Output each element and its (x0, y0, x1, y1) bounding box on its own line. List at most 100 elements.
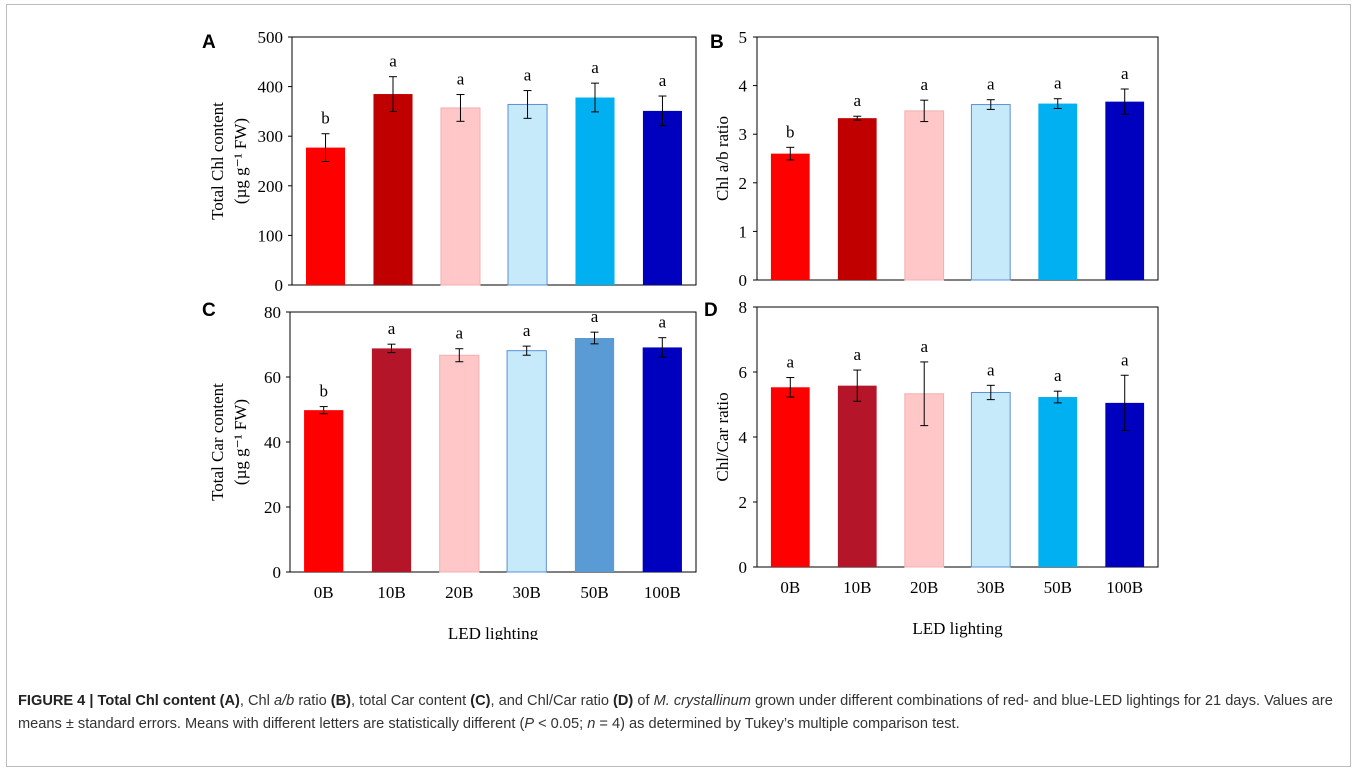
panel-c-xtick-label-30B: 30B (513, 583, 541, 602)
panel-a-sig-letter-30B: a (524, 66, 532, 85)
panel-b-sig-letter-100B: a (1121, 64, 1129, 83)
panel-d-sig-letter-20B: a (920, 337, 928, 356)
panel-letter-b: B (710, 32, 724, 53)
panel-c-ylabel-units: (µg g⁻¹ FW) (231, 399, 250, 485)
figure-caption: FIGURE 4 | Total Chl content (A), Chl a/… (18, 690, 1336, 736)
panel-c-sig-letter-50B: a (591, 307, 599, 326)
panel-a-ytick-label-3: 300 (258, 127, 284, 146)
panel-a-ytick-label-0: 0 (275, 276, 284, 295)
panel-c-sig-letter-30B: a (523, 321, 531, 340)
panel-d-xlabel: LED lighting (912, 619, 1003, 638)
panel-d-sig-letter-30B: a (987, 360, 995, 379)
panel-d-bar-10B (837, 385, 877, 567)
panel-c-xtick-label-20B: 20B (445, 583, 473, 602)
panel-d-ytick-label-0: 0 (739, 558, 748, 577)
panel-a-bar-20B (440, 107, 481, 286)
panel-d-sig-letter-100B: a (1121, 350, 1129, 369)
panel-c-ylabel: Total Car content (208, 383, 227, 501)
panel-d-sig-letter-0B: a (787, 353, 795, 372)
panel-c-bar-50B (574, 338, 615, 572)
panel-c-sig-letter-20B: a (456, 324, 464, 343)
caption-italic-ab: a/b (273, 693, 295, 709)
panel-d-bar-0B (770, 387, 810, 567)
caption-text-7: < 0.05; (534, 716, 588, 732)
panel-d-xtick-label-20B: 20B (910, 578, 938, 597)
panel-d-xtick-label-50B: 50B (1044, 578, 1072, 597)
panel-c-xtick-label-100B: 100B (644, 583, 681, 602)
panel-d-ytick-label-1: 2 (739, 493, 748, 512)
panel-d-ylabel: Chl/Car ratio (713, 392, 732, 481)
panel-a-sig-letter-10B: a (389, 52, 397, 71)
panel-d-ytick-label-4: 8 (739, 298, 748, 317)
panel-c-xtick-label-0B: 0B (314, 583, 334, 602)
panel-b-ytick-label-0: 0 (739, 271, 748, 290)
panel-c-sig-letter-10B: a (388, 319, 396, 338)
panel-a-ytick-label-1: 100 (258, 226, 284, 245)
panel-b-sig-letter-10B: a (853, 91, 861, 110)
panel-b-bar-10B (837, 118, 877, 280)
panel-letter-d: D (704, 300, 718, 321)
panel-b-sig-letter-30B: a (987, 75, 995, 94)
panel-letter-c: C (202, 300, 216, 321)
caption-italic-p: P (524, 716, 535, 732)
panel-c-xlabel: LED lighting (448, 624, 539, 640)
caption-figure-label: FIGURE 4 | Total Chl content (A) (18, 693, 240, 709)
panel-b-sig-letter-20B: a (920, 75, 928, 94)
panel-c-ytick-label-4: 80 (264, 303, 281, 322)
panel-c-sig-letter-0B: b (319, 382, 328, 401)
caption-text-3: , total Car content (351, 693, 471, 709)
panel-b-bar-0B (770, 153, 810, 280)
panel-d-bar-30B (970, 391, 1011, 568)
panel-b-ytick-label-3: 3 (739, 125, 748, 144)
panel-a: A 0 100 200 300 400 500 Total Chl content (µg g… (202, 28, 697, 295)
panel-a-sig-letter-0B: b (321, 109, 330, 128)
panel-c-ytick-label-2: 40 (264, 433, 281, 452)
caption-species: M. crystallinum (653, 693, 751, 709)
panel-d-xtick-label-100B: 100B (1106, 578, 1143, 597)
panel-a-ytick-label-2: 200 (258, 177, 284, 196)
panel-d-ytick-label-3: 6 (739, 363, 748, 382)
panel-a-bar-10B (373, 94, 413, 285)
panel-b: B 0 1 2 3 4 5 Chl a/b ratio b a a a a a (710, 28, 1159, 290)
panel-c-plot-frame (289, 311, 697, 573)
panel-a-bar-100B (642, 110, 682, 286)
panel-a-sig-letter-50B: a (591, 58, 599, 77)
panel-c-ytick-label-3: 60 (264, 368, 281, 387)
panel-c: C 0 20 40 60 80 Total Car content (µg g⁻¹ FW) b… (202, 300, 697, 640)
panel-b-sig-letter-0B: b (786, 122, 795, 141)
caption-text-8: = 4) as determined by Tukey’s multiple c… (595, 716, 960, 732)
caption-text-5: of (633, 693, 654, 709)
panel-d-sig-letter-50B: a (1054, 366, 1062, 385)
panel-a-ylabel-units: (µg g⁻¹ FW) (231, 118, 250, 204)
panel-b-ytick-label-1: 1 (739, 222, 748, 241)
caption-ref-c: (C) (470, 693, 491, 709)
caption-italic-n: n (587, 716, 596, 732)
caption-text-2: ratio (294, 693, 331, 709)
panel-a-bar-50B (575, 97, 615, 286)
caption-text-4: , and Chl/Car ratio (490, 693, 614, 709)
panel-c-xtick-label-50B: 50B (580, 583, 608, 602)
panel-a-ytick-label-4: 400 (258, 78, 284, 97)
panel-b-plot-frame (756, 36, 1159, 281)
panel-a-sig-letter-100B: a (659, 71, 667, 90)
caption-ref-b: (B) (330, 693, 352, 709)
panel-a-bar-0B (306, 147, 346, 285)
panel-c-bar-0B (304, 410, 344, 572)
panel-d-sig-letter-10B: a (853, 345, 861, 364)
panel-c-sig-letter-100B: a (659, 313, 667, 332)
panel-d: D 0 2 4 6 8 Chl/Car ratio a 0B a 10B a 20B a 30B a 50B a… (704, 298, 1159, 638)
panel-d-xtick-label-30B: 30B (977, 578, 1005, 597)
caption-text-6: grown under different combinations of re… (18, 693, 1333, 732)
panel-c-ytick-label-1: 20 (264, 498, 281, 517)
panel-b-ytick-label-2: 2 (739, 174, 748, 193)
panel-b-bar-50B (1038, 103, 1078, 280)
caption-text-1: , Chl (239, 693, 274, 709)
panel-a-sig-letter-20B: a (457, 70, 465, 89)
panel-c-bar-100B (642, 347, 682, 572)
panel-a-plot-frame (291, 36, 697, 286)
panel-a-ylabel: Total Chl content (208, 102, 227, 220)
panel-d-bar-50B (1038, 397, 1078, 567)
panel-b-ylabel: Chl a/b ratio (713, 116, 732, 201)
panel-c-bar-10B (371, 348, 412, 572)
